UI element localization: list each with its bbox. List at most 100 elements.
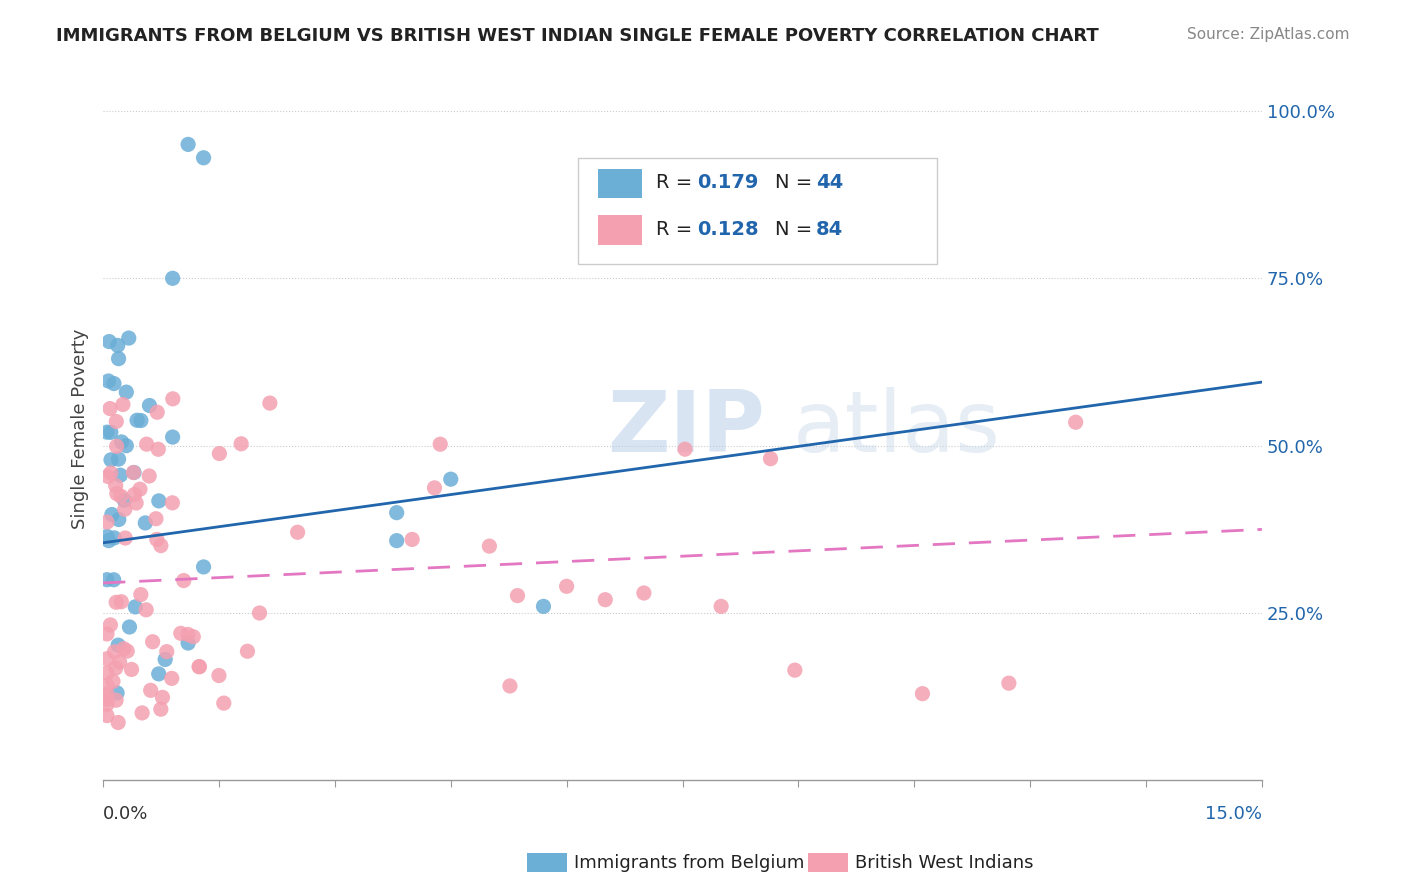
Point	[162, 430, 184, 444]
Point	[124, 487, 146, 501]
Point	[111, 397, 134, 411]
Point	[149, 539, 172, 553]
Point	[105, 595, 128, 609]
Text: 0.179: 0.179	[697, 173, 759, 193]
Point	[177, 137, 200, 152]
Point	[103, 531, 125, 545]
Point	[135, 603, 157, 617]
Point	[105, 686, 128, 700]
Point	[162, 496, 184, 510]
Point	[249, 606, 271, 620]
Point	[122, 466, 145, 480]
Point	[759, 451, 782, 466]
Point	[259, 396, 281, 410]
Point	[118, 620, 141, 634]
Point	[110, 595, 132, 609]
Point	[129, 588, 152, 602]
Text: 84: 84	[815, 219, 844, 239]
Point	[188, 659, 211, 673]
Point	[115, 439, 138, 453]
Point	[138, 399, 160, 413]
Point	[110, 489, 132, 503]
Point	[139, 683, 162, 698]
Point	[160, 672, 183, 686]
Point	[142, 634, 165, 648]
Point	[162, 271, 184, 285]
Point	[506, 589, 529, 603]
Point	[710, 599, 733, 614]
Point	[385, 506, 408, 520]
Point	[101, 508, 124, 522]
Point	[114, 531, 136, 545]
Point	[96, 515, 118, 529]
Text: ZIP: ZIP	[607, 387, 765, 470]
Point	[107, 351, 129, 366]
Point	[153, 652, 176, 666]
Point	[152, 690, 174, 705]
Point	[423, 481, 446, 495]
Text: IMMIGRANTS FROM BELGIUM VS BRITISH WEST INDIAN SINGLE FEMALE POVERTY CORRELATION: IMMIGRANTS FROM BELGIUM VS BRITISH WEST …	[56, 27, 1099, 45]
Text: N =: N =	[775, 219, 818, 239]
Point	[103, 376, 125, 391]
Point	[96, 708, 118, 723]
Point	[149, 702, 172, 716]
Point	[146, 533, 169, 547]
Point	[96, 627, 118, 641]
Point	[96, 692, 118, 706]
Point	[96, 665, 118, 680]
Text: 44: 44	[815, 173, 844, 193]
Point	[96, 678, 118, 692]
Point	[110, 468, 132, 483]
Point	[96, 573, 118, 587]
Point	[231, 437, 253, 451]
Point	[129, 413, 152, 427]
Point	[208, 668, 231, 682]
Point	[125, 496, 148, 510]
Point	[105, 693, 128, 707]
Point	[103, 573, 125, 587]
Point	[112, 641, 135, 656]
Point	[96, 529, 118, 543]
Point	[105, 415, 128, 429]
Point	[177, 636, 200, 650]
Point	[96, 652, 118, 666]
Point	[287, 525, 309, 540]
Point	[97, 469, 120, 483]
Point	[385, 533, 408, 548]
Point	[110, 434, 132, 449]
Text: British West Indians: British West Indians	[855, 854, 1033, 871]
Point	[105, 486, 128, 500]
Point	[177, 627, 200, 641]
Point	[173, 574, 195, 588]
Point	[96, 687, 118, 701]
Point	[115, 644, 138, 658]
Text: R =: R =	[655, 219, 699, 239]
Point	[181, 630, 204, 644]
Point	[108, 655, 131, 669]
Point	[100, 452, 122, 467]
Point	[115, 385, 138, 400]
Point	[131, 706, 153, 720]
Text: 0.0%: 0.0%	[103, 805, 149, 823]
Point	[96, 698, 118, 712]
Point	[162, 392, 184, 406]
Point	[911, 687, 934, 701]
Point	[429, 437, 451, 451]
Point	[97, 374, 120, 388]
Point	[499, 679, 522, 693]
Point	[112, 493, 135, 508]
Point	[236, 644, 259, 658]
Point	[100, 466, 122, 480]
Point	[134, 516, 156, 530]
Point	[148, 666, 170, 681]
Point	[156, 645, 179, 659]
Point	[783, 663, 806, 677]
Point	[98, 401, 121, 416]
Point	[104, 478, 127, 492]
Point	[124, 599, 146, 614]
FancyBboxPatch shape	[598, 169, 643, 198]
Point	[146, 405, 169, 419]
Point	[129, 482, 152, 496]
Point	[401, 533, 423, 547]
FancyBboxPatch shape	[598, 215, 643, 244]
